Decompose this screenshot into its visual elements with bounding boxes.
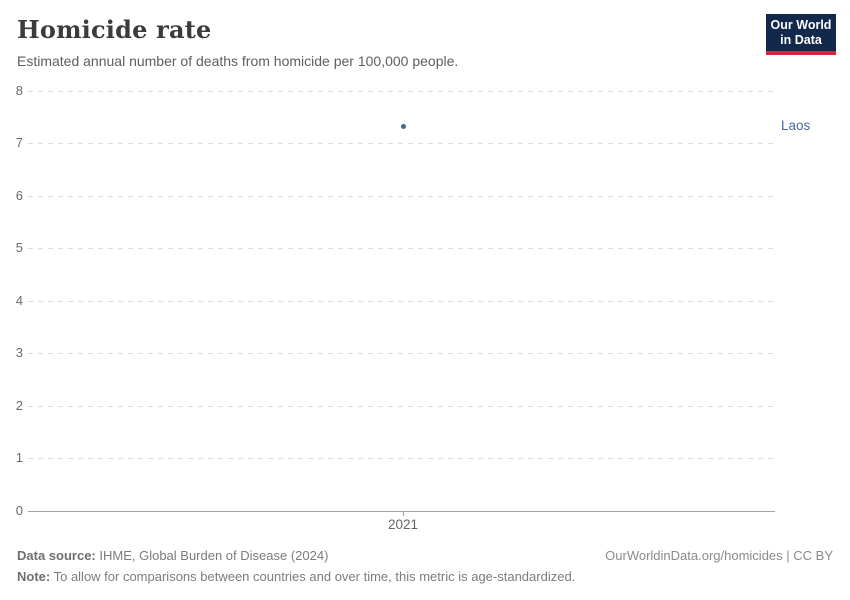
y-tick-label-1: 1 (15, 450, 23, 465)
chart-title: Homicide rate (17, 15, 212, 44)
gridline-2 (28, 406, 775, 407)
y-tick-label-7: 7 (15, 135, 23, 150)
data-point-laos[interactable] (400, 123, 406, 129)
data-source-line: Data source: IHME, Global Burden of Dise… (17, 548, 328, 563)
data-source-text: IHME, Global Burden of Disease (2024) (95, 548, 329, 563)
x-tick-label-2021: 2021 (387, 517, 419, 532)
gridline-5 (28, 248, 775, 249)
entity-label-laos[interactable]: Laos (781, 118, 811, 134)
owid-logo-text-line1: Our World (770, 18, 832, 32)
data-source-label: Data source: (17, 548, 96, 563)
note-text: To allow for comparisons between countri… (50, 569, 576, 584)
gridline-7 (28, 143, 775, 144)
owid-logo[interactable]: Our World in Data (766, 14, 836, 55)
x-axis-tick-2021 (403, 511, 404, 516)
owid-logo-text-line2: in Data (780, 33, 822, 47)
y-tick-label-0: 0 (15, 503, 23, 518)
gridline-8 (28, 91, 775, 92)
x-axis-line (28, 511, 775, 512)
chart-subtitle: Estimated annual number of deaths from h… (17, 53, 459, 69)
gridline-4 (28, 301, 775, 302)
gridline-3 (28, 353, 775, 354)
y-tick-label-8: 8 (15, 83, 23, 98)
gridline-6 (28, 196, 775, 197)
note-label: Note: (17, 569, 51, 584)
y-tick-label-6: 6 (15, 188, 23, 203)
y-tick-label-3: 3 (15, 345, 23, 360)
y-tick-label-5: 5 (15, 240, 23, 255)
note-line: Note: To allow for comparisons between c… (17, 569, 575, 584)
gridline-1 (28, 458, 775, 459)
footer-link[interactable]: OurWorldinData.org/homicides | CC BY (605, 548, 833, 563)
y-tick-label-4: 4 (15, 293, 23, 308)
y-tick-label-2: 2 (15, 398, 23, 413)
